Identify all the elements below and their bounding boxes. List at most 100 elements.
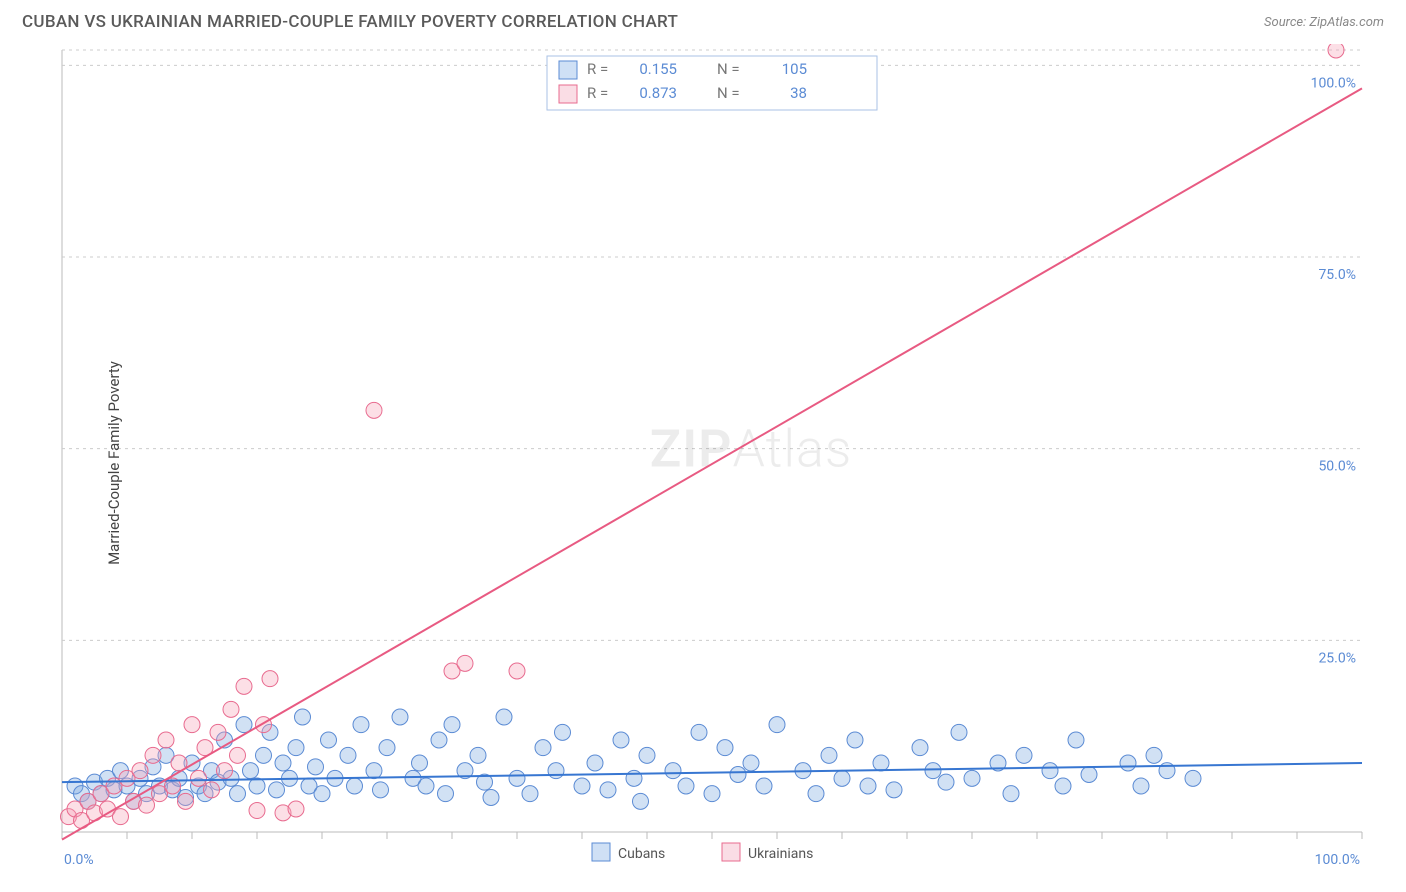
svg-text:100.0%: 100.0% <box>1311 75 1356 91</box>
data-point <box>925 763 941 779</box>
data-point <box>418 778 434 794</box>
data-point <box>347 778 363 794</box>
data-point <box>938 774 954 790</box>
data-point <box>184 717 200 733</box>
data-point <box>321 732 337 748</box>
data-point <box>308 759 324 775</box>
data-point <box>1003 786 1019 802</box>
data-point <box>633 793 649 809</box>
data-point <box>743 755 759 771</box>
data-point <box>444 717 460 733</box>
data-point <box>262 671 278 687</box>
data-point <box>1016 747 1032 763</box>
data-point <box>145 747 161 763</box>
data-point <box>574 778 590 794</box>
svg-text:75.0%: 75.0% <box>1318 267 1356 283</box>
data-point <box>496 709 512 725</box>
data-point <box>548 763 564 779</box>
svg-text:0.0%: 0.0% <box>64 852 94 868</box>
legend-swatch <box>722 843 740 861</box>
data-point <box>535 740 551 756</box>
data-point <box>249 803 265 819</box>
data-point <box>678 778 694 794</box>
data-point <box>438 786 454 802</box>
data-point <box>256 747 272 763</box>
data-point <box>600 782 616 798</box>
data-point <box>860 778 876 794</box>
data-point <box>834 770 850 786</box>
data-point <box>366 763 382 779</box>
data-point <box>269 782 285 798</box>
data-point <box>288 801 304 817</box>
data-point <box>314 786 330 802</box>
data-point <box>288 740 304 756</box>
data-point <box>132 763 148 779</box>
data-point <box>509 770 525 786</box>
data-point <box>1055 778 1071 794</box>
data-point <box>373 782 389 798</box>
svg-text:R =: R = <box>587 84 608 102</box>
data-point <box>1328 44 1344 58</box>
data-point <box>886 782 902 798</box>
data-point <box>340 747 356 763</box>
data-point <box>483 790 499 806</box>
legend-swatch <box>559 85 577 103</box>
data-point <box>756 778 772 794</box>
svg-text:100.0%: 100.0% <box>1315 852 1360 868</box>
data-point <box>275 755 291 771</box>
legend-label: Ukrainians <box>748 846 813 862</box>
data-point <box>821 747 837 763</box>
data-point <box>691 724 707 740</box>
data-point <box>113 809 129 825</box>
data-point <box>230 786 246 802</box>
data-point <box>217 763 233 779</box>
chart-title: CUBAN VS UKRAINIAN MARRIED-COUPLE FAMILY… <box>22 12 678 32</box>
data-point <box>730 767 746 783</box>
data-point <box>210 724 226 740</box>
data-point <box>951 724 967 740</box>
data-point <box>191 770 207 786</box>
data-point <box>847 732 863 748</box>
data-point <box>704 786 720 802</box>
scatter-chart: 25.0% 50.0% 75.0% 100.0% 0.0% 100.0% ZIPAtlas R… <box>22 44 1384 882</box>
data-point <box>392 709 408 725</box>
svg-text:0.155: 0.155 <box>639 60 677 78</box>
svg-text:25.0%: 25.0% <box>1318 650 1356 666</box>
data-point <box>230 747 246 763</box>
data-point <box>1068 732 1084 748</box>
data-point <box>964 770 980 786</box>
data-point <box>139 797 155 813</box>
data-point <box>158 732 174 748</box>
source-attribution: Source: ZipAtlas.com <box>1264 15 1384 30</box>
data-point <box>717 740 733 756</box>
data-point <box>1146 747 1162 763</box>
data-point <box>873 755 889 771</box>
data-point <box>243 763 259 779</box>
svg-text:N =: N = <box>717 60 740 78</box>
data-point <box>639 747 655 763</box>
data-point <box>665 763 681 779</box>
data-point <box>1133 778 1149 794</box>
trend-line <box>62 88 1362 839</box>
data-point <box>912 740 928 756</box>
data-point <box>178 793 194 809</box>
data-point <box>1081 767 1097 783</box>
data-point <box>470 747 486 763</box>
data-point <box>457 655 473 671</box>
legend-label: Cubans <box>618 846 665 862</box>
svg-text:50.0%: 50.0% <box>1318 459 1356 475</box>
data-point <box>1042 763 1058 779</box>
svg-text:105: 105 <box>782 60 807 78</box>
data-point <box>1120 755 1136 771</box>
data-point <box>431 732 447 748</box>
data-point <box>249 778 265 794</box>
svg-text:38: 38 <box>790 84 807 102</box>
data-point <box>204 782 220 798</box>
data-point <box>587 755 603 771</box>
data-point <box>555 724 571 740</box>
svg-text:ZIPAtlas: ZIPAtlas <box>650 419 853 480</box>
data-point <box>522 786 538 802</box>
data-point <box>769 717 785 733</box>
data-point <box>1185 770 1201 786</box>
legend-swatch <box>559 61 577 79</box>
